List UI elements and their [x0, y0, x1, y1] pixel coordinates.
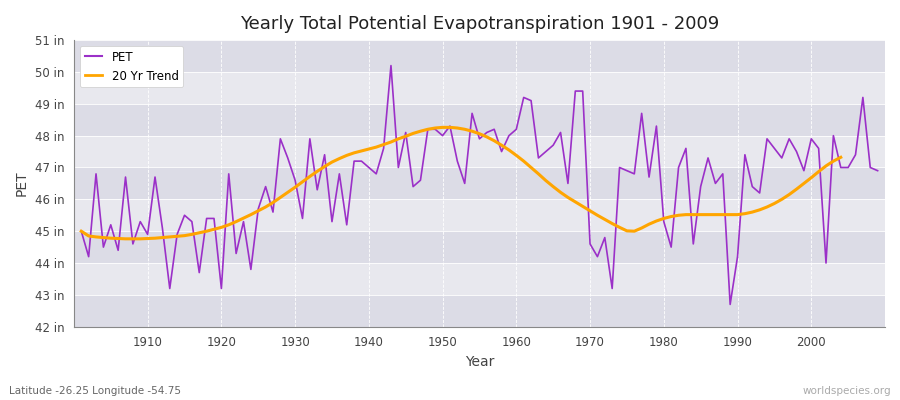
Title: Yearly Total Potential Evapotranspiration 1901 - 2009: Yearly Total Potential Evapotranspiratio… [239, 15, 719, 33]
PET [341, 222, 352, 227]
20 Yr Trend [304, 174, 315, 179]
PET [518, 95, 529, 100]
PET [135, 219, 146, 224]
Text: worldspecies.org: worldspecies.org [803, 386, 891, 396]
PET [76, 229, 86, 234]
PET [511, 127, 522, 132]
20 Yr Trend [784, 192, 795, 197]
20 Yr Trend [120, 236, 130, 241]
20 Yr Trend [437, 125, 448, 130]
Line: 20 Yr Trend: 20 Yr Trend [81, 127, 841, 239]
Y-axis label: PET: PET [15, 171, 29, 196]
Bar [74, 72, 885, 104]
PET [297, 216, 308, 221]
20 Yr Trend [835, 155, 846, 160]
Bar [74, 263, 885, 295]
20 Yr Trend [275, 195, 286, 200]
Bar [74, 231, 885, 263]
Bar [74, 295, 885, 327]
20 Yr Trend [76, 229, 86, 234]
Bar [74, 40, 885, 72]
PET [385, 63, 396, 68]
20 Yr Trend [821, 164, 832, 168]
20 Yr Trend [98, 235, 109, 240]
Line: PET: PET [81, 66, 878, 304]
Bar [74, 168, 885, 199]
PET [872, 168, 883, 173]
Bar [74, 199, 885, 231]
Bar [74, 136, 885, 168]
Bar [74, 104, 885, 136]
PET [607, 286, 617, 291]
Text: Latitude -26.25 Longitude -54.75: Latitude -26.25 Longitude -54.75 [9, 386, 181, 396]
PET [724, 302, 735, 307]
20 Yr Trend [467, 129, 478, 134]
Legend: PET, 20 Yr Trend: PET, 20 Yr Trend [80, 46, 184, 87]
X-axis label: Year: Year [464, 355, 494, 369]
